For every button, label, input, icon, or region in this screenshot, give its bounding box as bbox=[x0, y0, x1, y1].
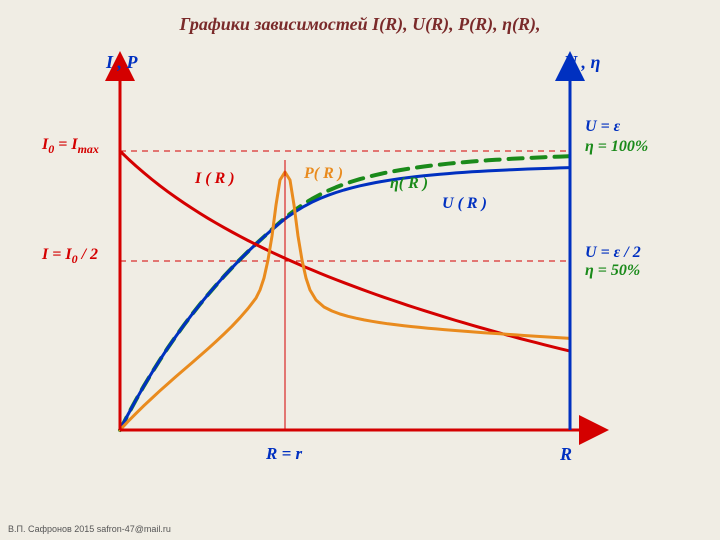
chart-label: I0 = Imax bbox=[42, 136, 99, 157]
chart-label: η( R ) bbox=[390, 175, 428, 193]
chart-label: η = 50% bbox=[585, 262, 640, 280]
chart-label: P( R ) bbox=[304, 165, 343, 183]
chart-label: η = 100% bbox=[585, 138, 648, 156]
axes-group bbox=[120, 75, 585, 430]
chart-label: U , η bbox=[564, 52, 600, 73]
chart-label: R bbox=[560, 444, 572, 465]
curve-eta bbox=[120, 156, 570, 430]
credit-text: В.П. Сафронов 2015 safron-47@mail.ru bbox=[8, 524, 171, 534]
curve-P bbox=[120, 172, 570, 430]
chart-label: U = ε bbox=[585, 118, 620, 136]
chart-label: R = r bbox=[266, 444, 302, 464]
curves-group bbox=[120, 151, 570, 430]
chart-label: I , P bbox=[106, 52, 138, 73]
chart-label: U ( R ) bbox=[442, 195, 487, 213]
chart-label: U = ε / 2 bbox=[585, 244, 641, 262]
chart-label: I ( R ) bbox=[195, 170, 235, 188]
chart-label: I = I0 / 2 bbox=[42, 246, 98, 267]
